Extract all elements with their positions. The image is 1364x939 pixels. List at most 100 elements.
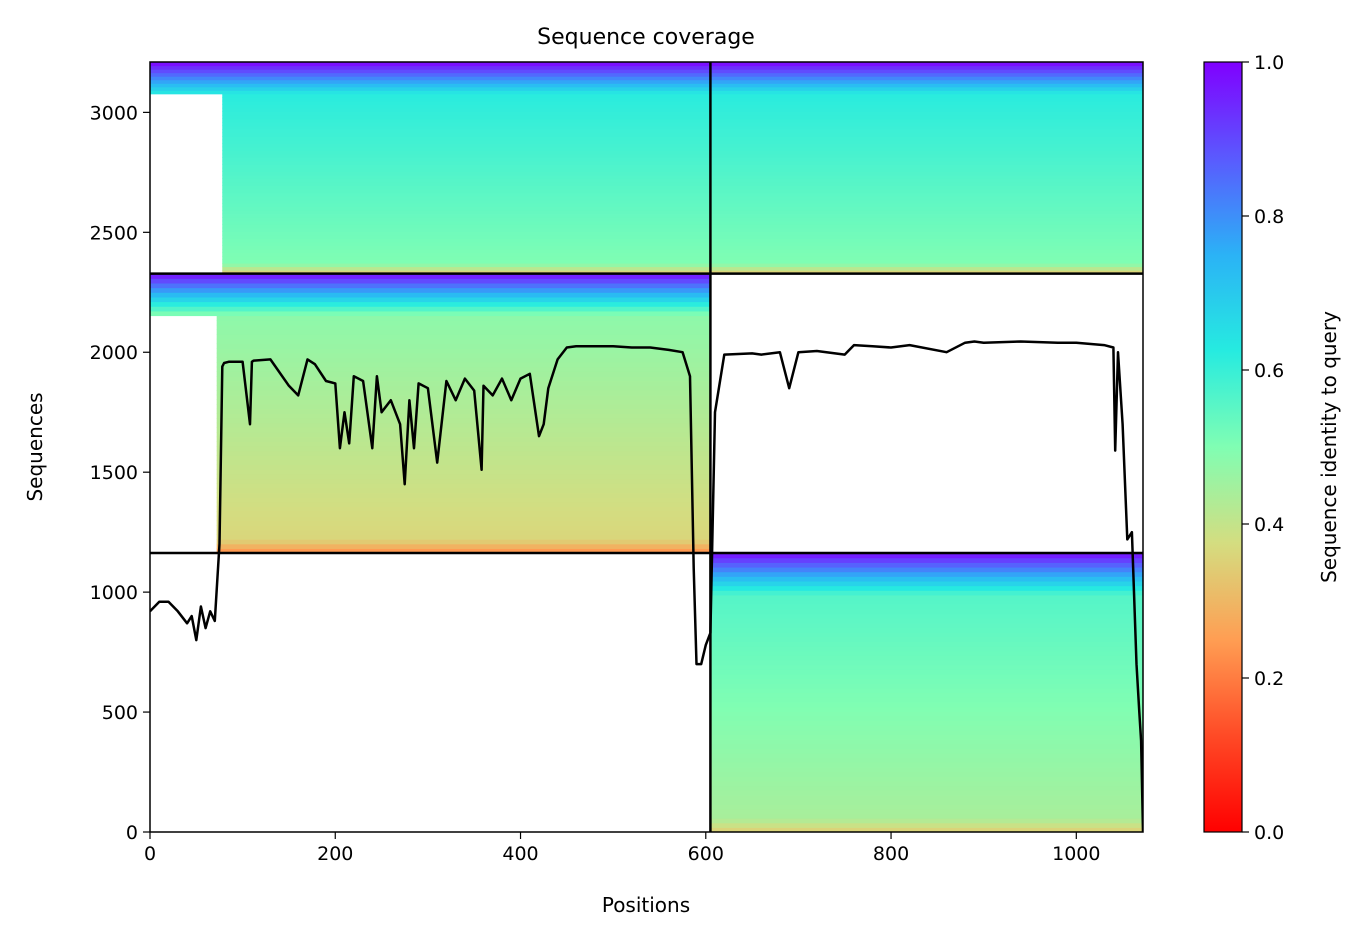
coverage-row-band xyxy=(216,348,711,354)
coverage-row-band xyxy=(150,282,711,289)
coverage-row-band xyxy=(216,445,711,452)
x-tick-label: 200 xyxy=(317,843,353,865)
coverage-row-band xyxy=(222,199,711,204)
coverage-row-band xyxy=(222,128,711,134)
coverage-row-band xyxy=(216,427,711,433)
coverage-row-band xyxy=(222,203,711,208)
coverage-row-band xyxy=(150,287,711,293)
coverage-row-band xyxy=(216,385,711,391)
coverage-row-band xyxy=(222,153,711,158)
block-top-left xyxy=(150,62,711,275)
coverage-row-band xyxy=(222,234,711,239)
coverage-row-band xyxy=(710,164,1143,169)
coverage-row-band xyxy=(216,492,711,498)
coverage-row-band xyxy=(216,469,711,475)
x-tick-label: 1000 xyxy=(1052,843,1100,865)
block-top-right xyxy=(710,62,1143,275)
coverage-row-band xyxy=(710,594,1143,601)
coverage-row-band xyxy=(216,362,711,368)
coverage-row-band xyxy=(710,72,1143,77)
coverage-row-band xyxy=(710,167,1143,172)
coverage-row-band xyxy=(216,520,711,526)
coverage-row-band xyxy=(710,725,1143,731)
coverage-row-band xyxy=(710,687,1143,694)
coverage-row-band xyxy=(710,65,1143,70)
coverage-row-band xyxy=(216,324,711,331)
coverage-row-band xyxy=(216,431,711,438)
colorbar-tick-label: 1.0 xyxy=(1254,52,1284,74)
coverage-row-band xyxy=(710,153,1143,158)
coverage-row-band xyxy=(710,90,1143,95)
coverage-row-band xyxy=(710,613,1143,619)
coverage-row-band xyxy=(222,132,711,137)
coverage-row-band xyxy=(710,192,1143,197)
coverage-row-band xyxy=(222,188,711,194)
coverage-row-band xyxy=(222,107,711,112)
coverage-row-band xyxy=(222,192,711,197)
coverage-row-band xyxy=(222,248,711,254)
coverage-row-band xyxy=(710,220,1143,225)
coverage-row-band xyxy=(216,320,711,326)
coverage-row-band xyxy=(710,632,1143,638)
coverage-row-band xyxy=(710,771,1143,777)
coverage-row-band xyxy=(710,185,1143,190)
y-axis-label: Sequences xyxy=(23,392,47,501)
coverage-row-band xyxy=(222,164,711,169)
colorbar-tick-label: 0.2 xyxy=(1254,668,1284,690)
x-axis-label: Positions xyxy=(602,893,690,917)
y-tick-label: 500 xyxy=(102,702,138,724)
coverage-row-band xyxy=(710,69,1143,74)
coverage-row-band xyxy=(150,90,711,95)
coverage-row-band xyxy=(222,118,711,123)
coverage-blocks xyxy=(150,62,1143,832)
plot-frame xyxy=(149,61,1144,833)
chart-title: Sequence coverage xyxy=(537,25,755,50)
coverage-row-band xyxy=(710,270,1143,275)
coverage-row-band xyxy=(150,83,711,88)
coverage-row-band xyxy=(150,306,711,312)
coverage-row-band xyxy=(216,422,711,428)
coverage-row-band xyxy=(216,497,711,503)
coverage-row-band xyxy=(710,636,1143,642)
coverage-row-band xyxy=(222,93,711,98)
coverage-row-band xyxy=(710,557,1143,563)
coverage-row-band xyxy=(222,114,711,120)
coverage-row-band xyxy=(710,224,1143,229)
coverage-row-band xyxy=(710,199,1143,204)
coverage-row-band xyxy=(710,121,1143,127)
y-tick-label: 1000 xyxy=(90,582,138,604)
coverage-row-band xyxy=(710,715,1143,722)
y-tick-label: 3000 xyxy=(90,102,138,124)
coverage-row-band xyxy=(216,534,711,540)
coverage-row-band xyxy=(710,181,1143,187)
coverage-row-band xyxy=(216,436,711,442)
coverage-row-band xyxy=(710,752,1143,759)
coverage-row-band xyxy=(150,296,711,303)
coverage-row-band xyxy=(710,664,1143,670)
coverage-row-band xyxy=(216,413,711,419)
coverage-row-band xyxy=(710,757,1143,763)
coverage-row-band xyxy=(216,478,711,484)
coverage-row-band xyxy=(222,252,711,257)
coverage-row-band xyxy=(710,241,1143,246)
coverage-row-band xyxy=(150,310,711,317)
coverage-row-band xyxy=(222,185,711,190)
coverage-row-band xyxy=(222,167,711,172)
coverage-row-band xyxy=(222,178,711,183)
coverage-row-band xyxy=(222,136,711,141)
coverage-row-band xyxy=(710,107,1143,112)
coverage-row-band xyxy=(710,245,1143,250)
coverage-row-band xyxy=(150,76,711,81)
coverage-row-band xyxy=(150,79,711,84)
y-tick-label: 2000 xyxy=(90,342,138,364)
coverage-row-band xyxy=(710,118,1143,123)
coverage-row-band xyxy=(710,125,1143,130)
coverage-row-band xyxy=(222,97,711,102)
coverage-row-band xyxy=(222,217,711,222)
coverage-row-band xyxy=(710,238,1143,243)
coverage-row-band xyxy=(710,673,1143,680)
coverage-row-band xyxy=(710,720,1143,726)
coverage-row-band xyxy=(710,646,1143,652)
coverage-row-band xyxy=(710,766,1143,773)
coverage-row-band xyxy=(710,804,1143,810)
